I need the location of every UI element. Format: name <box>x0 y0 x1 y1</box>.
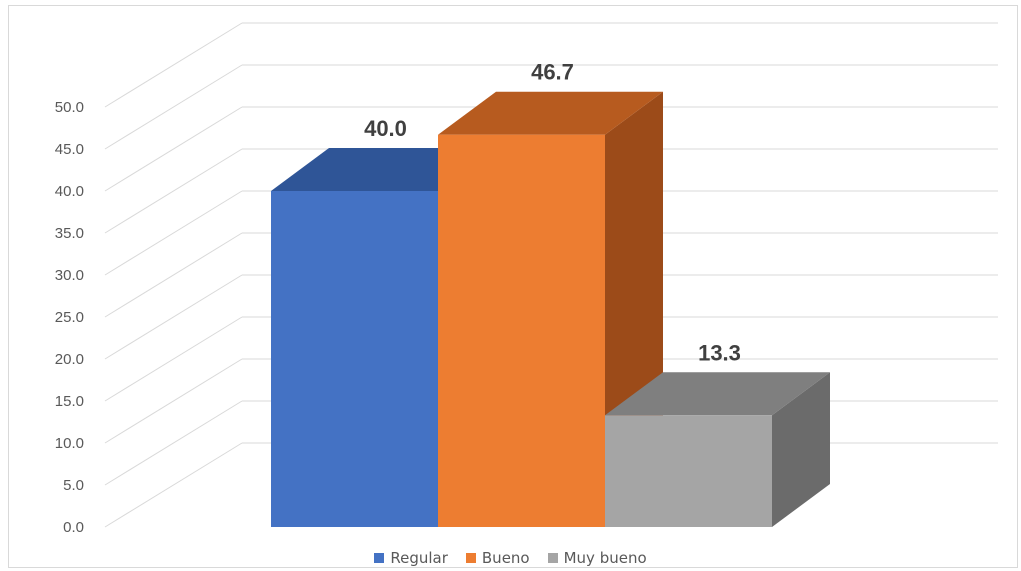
y-tick-label: 15.0 <box>55 393 84 410</box>
gridline-diagonal <box>104 106 243 192</box>
bar-side <box>772 372 830 527</box>
y-tick-label: 20.0 <box>55 351 84 368</box>
gridline-diagonal <box>104 232 243 318</box>
legend-swatch-muy-bueno <box>547 553 558 563</box>
legend-label-bueno: Bueno <box>481 549 530 567</box>
bar <box>605 415 772 527</box>
data-label: 40.0 <box>364 116 407 141</box>
bar-top <box>605 372 830 416</box>
gridline-diagonal <box>104 64 243 150</box>
data-label: 46.7 <box>531 60 574 85</box>
legend: Regular Bueno Muy bueno <box>0 548 1021 568</box>
y-tick-label: 5.0 <box>63 477 84 494</box>
legend-label-regular: Regular <box>390 549 448 567</box>
gridline-diagonal <box>104 22 243 108</box>
data-label: 13.3 <box>698 340 741 365</box>
gridline-diagonal <box>104 400 243 486</box>
legend-item-regular: Regular <box>374 549 448 567</box>
gridline-diagonal <box>104 358 243 444</box>
y-tick-label: 45.0 <box>55 141 84 158</box>
y-tick-label: 10.0 <box>55 435 84 452</box>
bar-top <box>438 91 663 135</box>
legend-item-bueno: Bueno <box>465 549 530 567</box>
gridline-diagonal <box>104 274 243 360</box>
bar <box>438 134 605 527</box>
bar <box>271 191 438 527</box>
gridline-diagonal <box>104 190 243 276</box>
gridline-diagonal <box>104 316 243 402</box>
y-tick-label: 35.0 <box>55 225 84 242</box>
legend-label-muy-bueno: Muy bueno <box>563 549 647 567</box>
y-tick-label: 30.0 <box>55 267 84 284</box>
legend-swatch-regular <box>374 553 385 563</box>
legend-swatch-bueno <box>465 553 476 563</box>
gridline-diagonal <box>104 148 243 234</box>
legend-item-muy-bueno: Muy bueno <box>547 549 647 567</box>
y-tick-label: 0.0 <box>63 519 84 536</box>
y-tick-label: 25.0 <box>55 309 84 326</box>
y-tick-label: 40.0 <box>55 183 84 200</box>
y-tick-label: 50.0 <box>55 99 84 116</box>
gridline-diagonal <box>104 442 243 528</box>
